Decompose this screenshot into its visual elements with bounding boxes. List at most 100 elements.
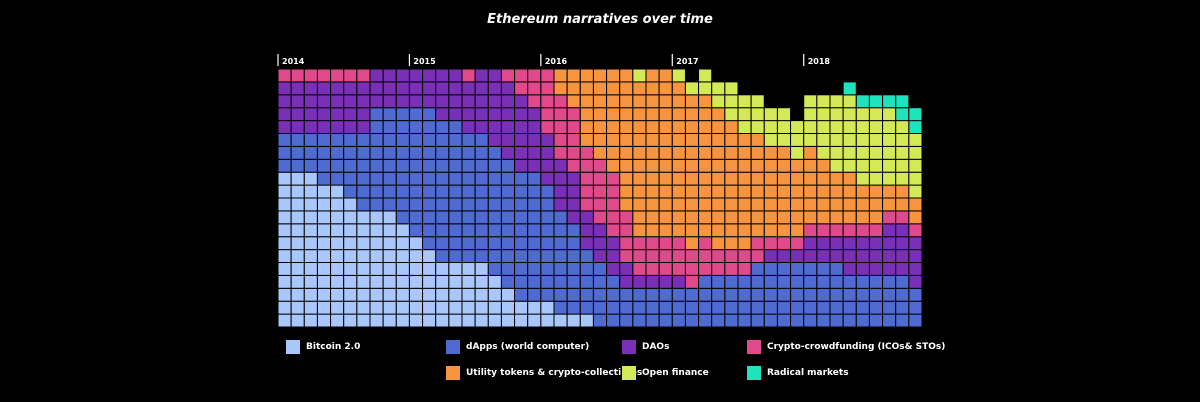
grid-cell-series-5 xyxy=(790,120,805,134)
grid-cell-series-0 xyxy=(303,287,318,302)
grid-cell-series-0 xyxy=(330,223,345,238)
grid-cell-series-1 xyxy=(316,158,332,173)
grid-cell-series-3 xyxy=(553,145,568,160)
year-tick-label: 2016 xyxy=(545,57,568,66)
grid-cell-series-1 xyxy=(422,158,437,173)
grid-cell-series-0 xyxy=(435,300,450,315)
grid-cell-series-2 xyxy=(579,210,594,225)
grid-cell-series-5 xyxy=(803,133,818,147)
grid-cell-series-5 xyxy=(711,94,726,109)
grid-cell-series-3 xyxy=(514,81,529,96)
grid-cell-series-0 xyxy=(369,249,384,264)
grid-cell-series-4 xyxy=(579,133,594,147)
grid-cell-series-1 xyxy=(408,184,424,199)
grid-cell-series-2 xyxy=(487,133,502,147)
grid-cell-series-3 xyxy=(868,223,884,238)
grid-cell-series-4 xyxy=(658,94,673,109)
grid-cell-series-0 xyxy=(395,262,410,276)
grid-cell-series-1 xyxy=(461,223,476,238)
grid-cell-series-5 xyxy=(750,120,765,134)
grid-cell-series-0 xyxy=(290,313,305,328)
grid-cell-series-1 xyxy=(356,184,371,199)
grid-cell-series-1 xyxy=(882,300,897,315)
grid-cell-series-4 xyxy=(632,120,647,134)
grid-cell-series-1 xyxy=(408,158,424,173)
grid-cell-series-3 xyxy=(619,210,634,225)
grid-cell-series-4 xyxy=(606,107,621,122)
grid-cell-series-1 xyxy=(540,262,555,276)
grid-cell-series-4 xyxy=(606,158,621,173)
grid-cell-series-1 xyxy=(908,287,923,302)
grid-cell-series-1 xyxy=(343,171,358,186)
grid-cell-series-1 xyxy=(724,287,739,302)
grid-cell-series-2 xyxy=(448,107,463,122)
grid-cell-series-4 xyxy=(606,68,621,83)
grid-cell-series-4 xyxy=(829,171,844,186)
grid-cell-series-3 xyxy=(737,249,752,264)
grid-cell-series-1 xyxy=(606,274,621,289)
grid-cell-series-1 xyxy=(671,313,686,328)
grid-cell-series-2 xyxy=(842,262,857,276)
grid-cell-series-6 xyxy=(895,94,910,109)
grid-cell-series-4 xyxy=(671,107,686,122)
grid-cell-series-1 xyxy=(435,210,450,225)
grid-cell-series-1 xyxy=(435,223,450,238)
grid-cell-series-3 xyxy=(553,107,568,122)
grid-cell-series-1 xyxy=(395,158,410,173)
grid-cell-series-4 xyxy=(645,158,660,173)
grid-cell-series-4 xyxy=(842,184,857,199)
grid-cell-series-1 xyxy=(579,249,594,264)
grid-cell-series-1 xyxy=(540,197,555,212)
grid-cell-series-1 xyxy=(763,262,778,276)
grid-cell-series-4 xyxy=(816,171,831,186)
grid-cell-series-2 xyxy=(290,81,305,96)
grid-cell-series-1 xyxy=(711,300,726,315)
grid-cell-series-5 xyxy=(776,120,792,134)
grid-cell-series-0 xyxy=(290,300,305,315)
grid-cell-series-1 xyxy=(763,313,778,328)
grid-cell-series-2 xyxy=(290,94,305,109)
grid-cell-series-4 xyxy=(698,107,713,122)
grid-cell-series-2 xyxy=(330,94,345,109)
grid-cell-series-5 xyxy=(763,133,778,147)
grid-cell-series-3 xyxy=(303,68,318,83)
grid-cell-series-1 xyxy=(408,107,424,122)
grid-cell-series-4 xyxy=(671,197,686,212)
grid-cell-series-1 xyxy=(422,120,437,134)
grid-cell-series-1 xyxy=(422,197,437,212)
grid-cell-series-4 xyxy=(632,184,647,199)
grid-cell-series-3 xyxy=(619,249,634,264)
grid-cell-series-0 xyxy=(277,249,292,264)
grid-cell-series-3 xyxy=(632,262,647,276)
grid-cell-series-4 xyxy=(698,223,713,238)
grid-cell-series-1 xyxy=(422,107,437,122)
grid-cell-series-0 xyxy=(461,287,476,302)
grid-cell-series-3 xyxy=(724,262,739,276)
grid-cell-series-2 xyxy=(816,236,831,251)
grid-cell-series-3 xyxy=(566,107,581,122)
grid-cell-series-1 xyxy=(882,313,897,328)
grid-cell-series-2 xyxy=(553,197,568,212)
grid-cell-series-0 xyxy=(369,274,384,289)
grid-cell-series-4 xyxy=(579,68,594,83)
grid-cell-series-4 xyxy=(671,210,686,225)
grid-cell-series-5 xyxy=(790,133,805,147)
grid-cell-series-3 xyxy=(882,210,897,225)
grid-cell-series-1 xyxy=(395,120,410,134)
grid-cell-series-1 xyxy=(632,313,647,328)
grid-cell-series-4 xyxy=(776,184,792,199)
grid-cell-series-2 xyxy=(908,274,923,289)
grid-cell-series-1 xyxy=(290,133,305,147)
grid-cell-series-0 xyxy=(277,274,292,289)
grid-cell-series-4 xyxy=(619,94,634,109)
grid-cell-series-2 xyxy=(829,236,844,251)
grid-cell-series-2 xyxy=(540,145,555,160)
grid-cell-series-0 xyxy=(316,249,332,264)
grid-cell-series-5 xyxy=(908,184,923,199)
grid-cell-series-1 xyxy=(435,197,450,212)
grid-cell-series-4 xyxy=(579,94,594,109)
grid-cell-series-0 xyxy=(422,313,437,328)
grid-cell-series-4 xyxy=(645,197,660,212)
grid-cell-series-4 xyxy=(737,158,752,173)
grid-cell-series-2 xyxy=(882,262,897,276)
